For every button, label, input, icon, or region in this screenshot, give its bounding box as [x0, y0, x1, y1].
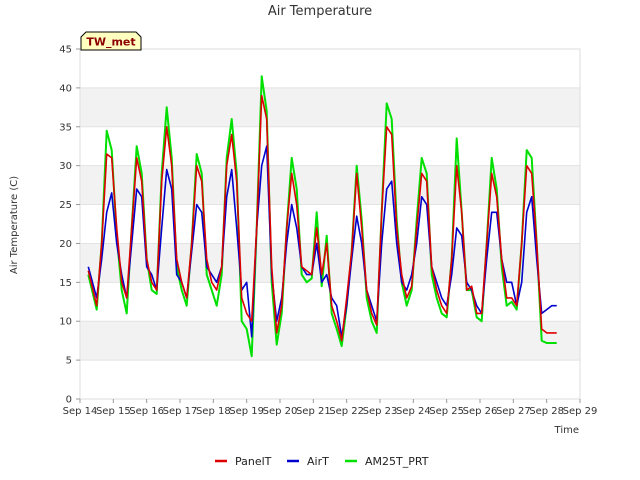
x-tick-label-16: Sep 16 [129, 406, 164, 417]
band-0-5 [80, 360, 580, 399]
x-tick-label-22: Sep 22 [329, 406, 364, 417]
y-tick-label-10: 10 [59, 317, 72, 328]
y-tick-label-25: 25 [59, 200, 72, 211]
x-tick-label-25: Sep 25 [429, 406, 464, 417]
x-tick-label-19: Sep 19 [229, 406, 264, 417]
band-25-30 [80, 165, 580, 205]
band-30-35 [80, 126, 580, 166]
band-40-45 [80, 49, 580, 88]
y-axis-title: Air Temperature (C) [9, 176, 20, 274]
station-badge-label: TW_met [86, 36, 135, 49]
x-axis-title: Time [554, 425, 579, 436]
y-tick-label-5: 5 [66, 356, 72, 367]
background-bands [80, 49, 580, 399]
x-tick-label-15: Sep 15 [96, 406, 131, 417]
y-tick-label-40: 40 [59, 83, 72, 94]
legend: PanelT AirT AM25T_PRT [215, 455, 429, 468]
band-35-40 [80, 87, 580, 127]
band-5-10 [80, 321, 580, 361]
series-line-panelt [87, 94, 557, 342]
y-tick-label-20: 20 [59, 239, 72, 250]
x-tick-label-24: Sep 24 [396, 406, 431, 417]
y-tick-label-15: 15 [59, 278, 72, 289]
legend-label-am25t_prt: AM25T_PRT [365, 455, 429, 468]
x-tick-label-17: Sep 17 [163, 406, 198, 417]
plot-area-border [79, 48, 581, 400]
y-tick-label-45: 45 [59, 45, 72, 56]
band-20-25 [80, 204, 580, 244]
y-tick-label-35: 35 [59, 122, 72, 133]
chart-title: Air Temperature [268, 4, 372, 19]
x-tick-label-23: Sep 23 [363, 406, 398, 417]
y-tick-label-30: 30 [59, 161, 72, 172]
x-tick-label-18: Sep 18 [196, 406, 231, 417]
y-tick-label-0: 0 [66, 395, 72, 406]
x-tick-label-21: Sep 21 [296, 406, 331, 417]
x-tick-label-27: Sep 27 [496, 406, 531, 417]
y-axis-ticks: 0 5 10 15 20 25 30 35 40 45 [59, 45, 80, 406]
x-tick-label-28: Sep 28 [529, 406, 564, 417]
legend-label-panelt: PanelT [235, 455, 272, 468]
x-tick-label-20: Sep 20 [263, 406, 298, 417]
series-lines [87, 75, 557, 358]
x-tick-label-29: Sep 29 [563, 406, 598, 417]
series-line-airt [87, 145, 557, 338]
station-badge: TW_met [80, 31, 142, 51]
x-tick-label-26: Sep 26 [463, 406, 498, 417]
x-tick-label-14: Sep 14 [63, 406, 98, 417]
legend-label-airt: AirT [307, 455, 329, 468]
